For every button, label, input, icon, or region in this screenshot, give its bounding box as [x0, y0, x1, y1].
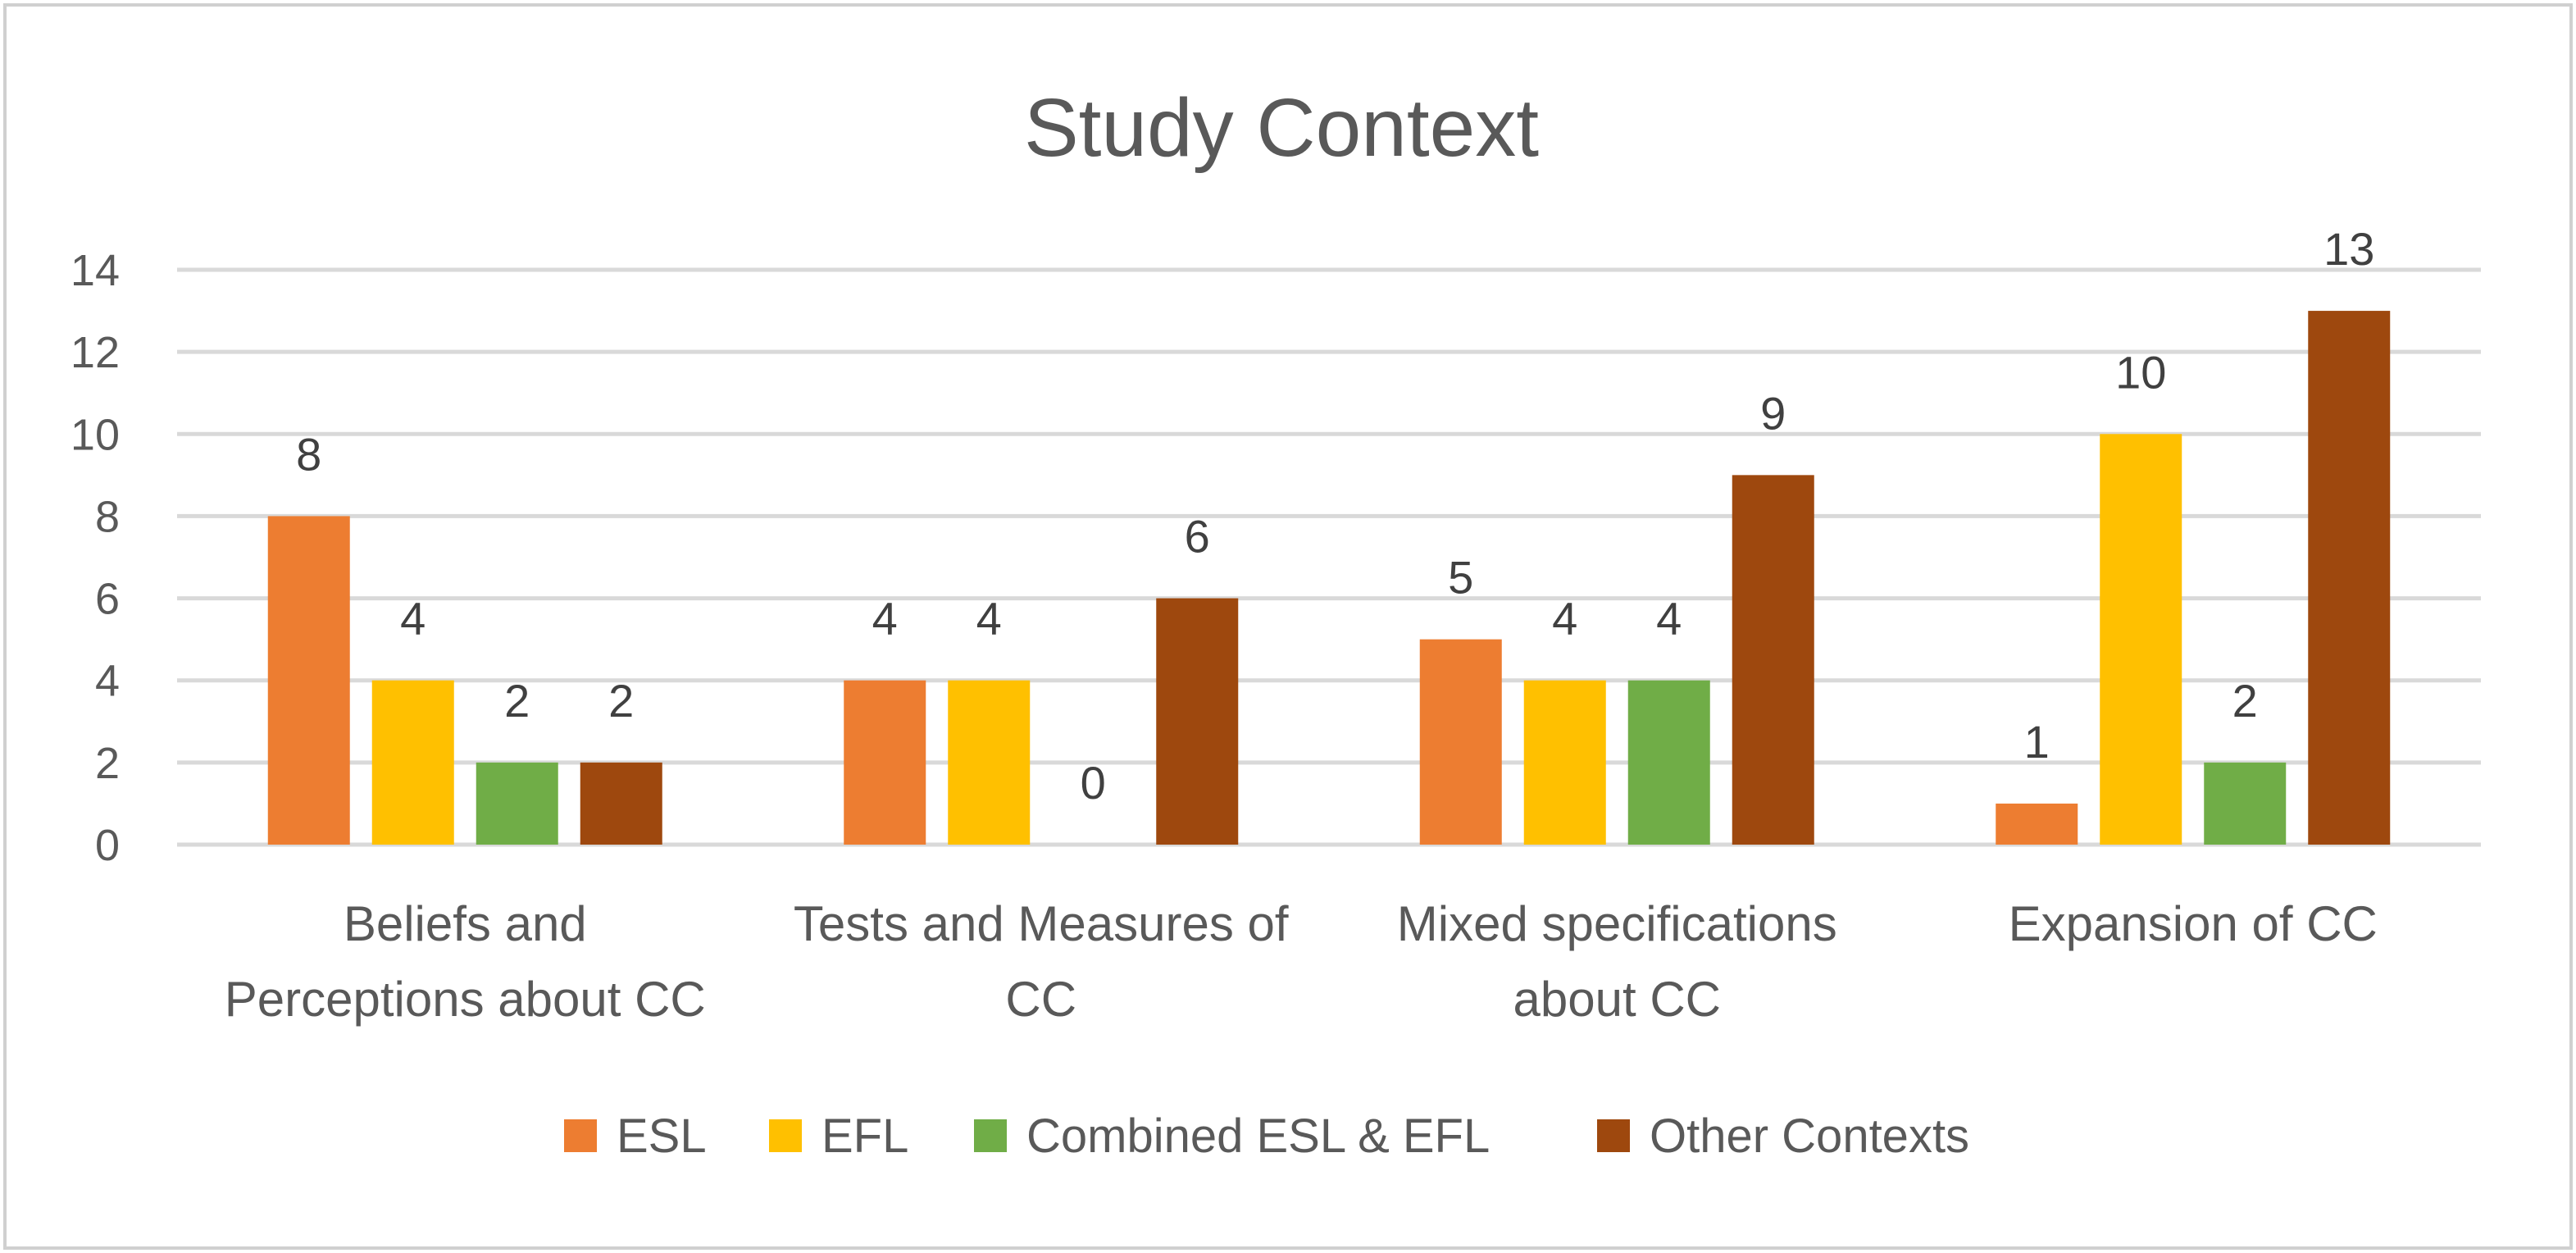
bar-esl: [267, 516, 350, 845]
data-label: 2: [2232, 675, 2258, 727]
data-label: 0: [1081, 757, 1106, 809]
y-tick-label: 4: [95, 657, 120, 706]
bar-combined-esl-efl: [1627, 680, 1710, 845]
bar-efl: [371, 680, 454, 845]
bar-other-contexts: [1156, 598, 1239, 845]
legend-swatch: [974, 1119, 1007, 1152]
data-label: 4: [1656, 593, 1682, 645]
y-tick-label: 0: [95, 821, 120, 870]
chart-title: Study Context: [1024, 82, 1539, 174]
data-label: 1: [2024, 716, 2050, 768]
data-label: 2: [608, 675, 634, 727]
data-label: 6: [1185, 511, 1210, 563]
data-label: 4: [400, 593, 426, 645]
y-axis-ticks: 0 2 4 6 8 10 12 14: [71, 246, 120, 870]
legend-swatch: [564, 1119, 597, 1152]
bar-combined-esl-efl: [2204, 762, 2287, 845]
data-label: 9: [1760, 387, 1786, 439]
data-labels: 8 4 2 2 4 4 0 6 5 4 4 9 1 10 2 13: [296, 223, 2374, 809]
data-label: 4: [976, 593, 1002, 645]
legend-label: Combined ESL & EFL: [1026, 1109, 1490, 1163]
bars: [267, 311, 2391, 845]
legend: ESL EFL Combined ESL & EFL Other Contexts: [564, 1109, 1969, 1163]
y-tick-label: 12: [71, 328, 120, 377]
gridlines: [177, 267, 2481, 847]
data-label: 5: [1448, 552, 1473, 604]
y-tick-label: 10: [71, 410, 120, 459]
bar-other-contexts: [2308, 311, 2391, 845]
legend-label: EFL: [821, 1109, 908, 1163]
bar-esl: [1419, 639, 1502, 845]
category-label: Expansion of CC: [2009, 896, 2378, 951]
bar-esl: [1996, 803, 2078, 845]
data-label: 4: [1552, 593, 1577, 645]
legend-label: ESL: [617, 1109, 707, 1163]
data-label: 13: [2323, 223, 2374, 275]
y-tick-label: 14: [71, 246, 120, 295]
bar-esl: [844, 680, 926, 845]
category-label: Tests and Measures of: [794, 896, 1289, 951]
category-label: about CC: [1513, 972, 1721, 1027]
legend-label: Other Contexts: [1650, 1109, 1969, 1163]
bar-other-contexts: [580, 762, 662, 845]
legend-swatch: [769, 1119, 802, 1152]
category-label: Perceptions about CC: [225, 972, 706, 1027]
y-tick-label: 6: [95, 575, 120, 624]
legend-swatch: [1597, 1119, 1630, 1152]
category-label: CC: [1005, 972, 1076, 1027]
data-label: 10: [2115, 346, 2166, 398]
data-label: 8: [296, 428, 321, 480]
data-label: 2: [504, 675, 530, 727]
y-tick-label: 8: [95, 492, 120, 541]
bar-combined-esl-efl: [476, 762, 558, 845]
bar-efl: [2100, 434, 2182, 845]
bar-other-contexts: [1732, 475, 1814, 845]
chart-frame: [3, 3, 2573, 1250]
data-label: 4: [872, 593, 898, 645]
bar-efl: [1523, 680, 1606, 845]
category-label: Beliefs and: [344, 896, 587, 951]
y-tick-label: 2: [95, 739, 120, 788]
category-labels: Beliefs and Perceptions about CC Tests and…: [225, 896, 2378, 1027]
bar-efl: [948, 680, 1031, 845]
category-label: Mixed specifications: [1397, 896, 1837, 951]
